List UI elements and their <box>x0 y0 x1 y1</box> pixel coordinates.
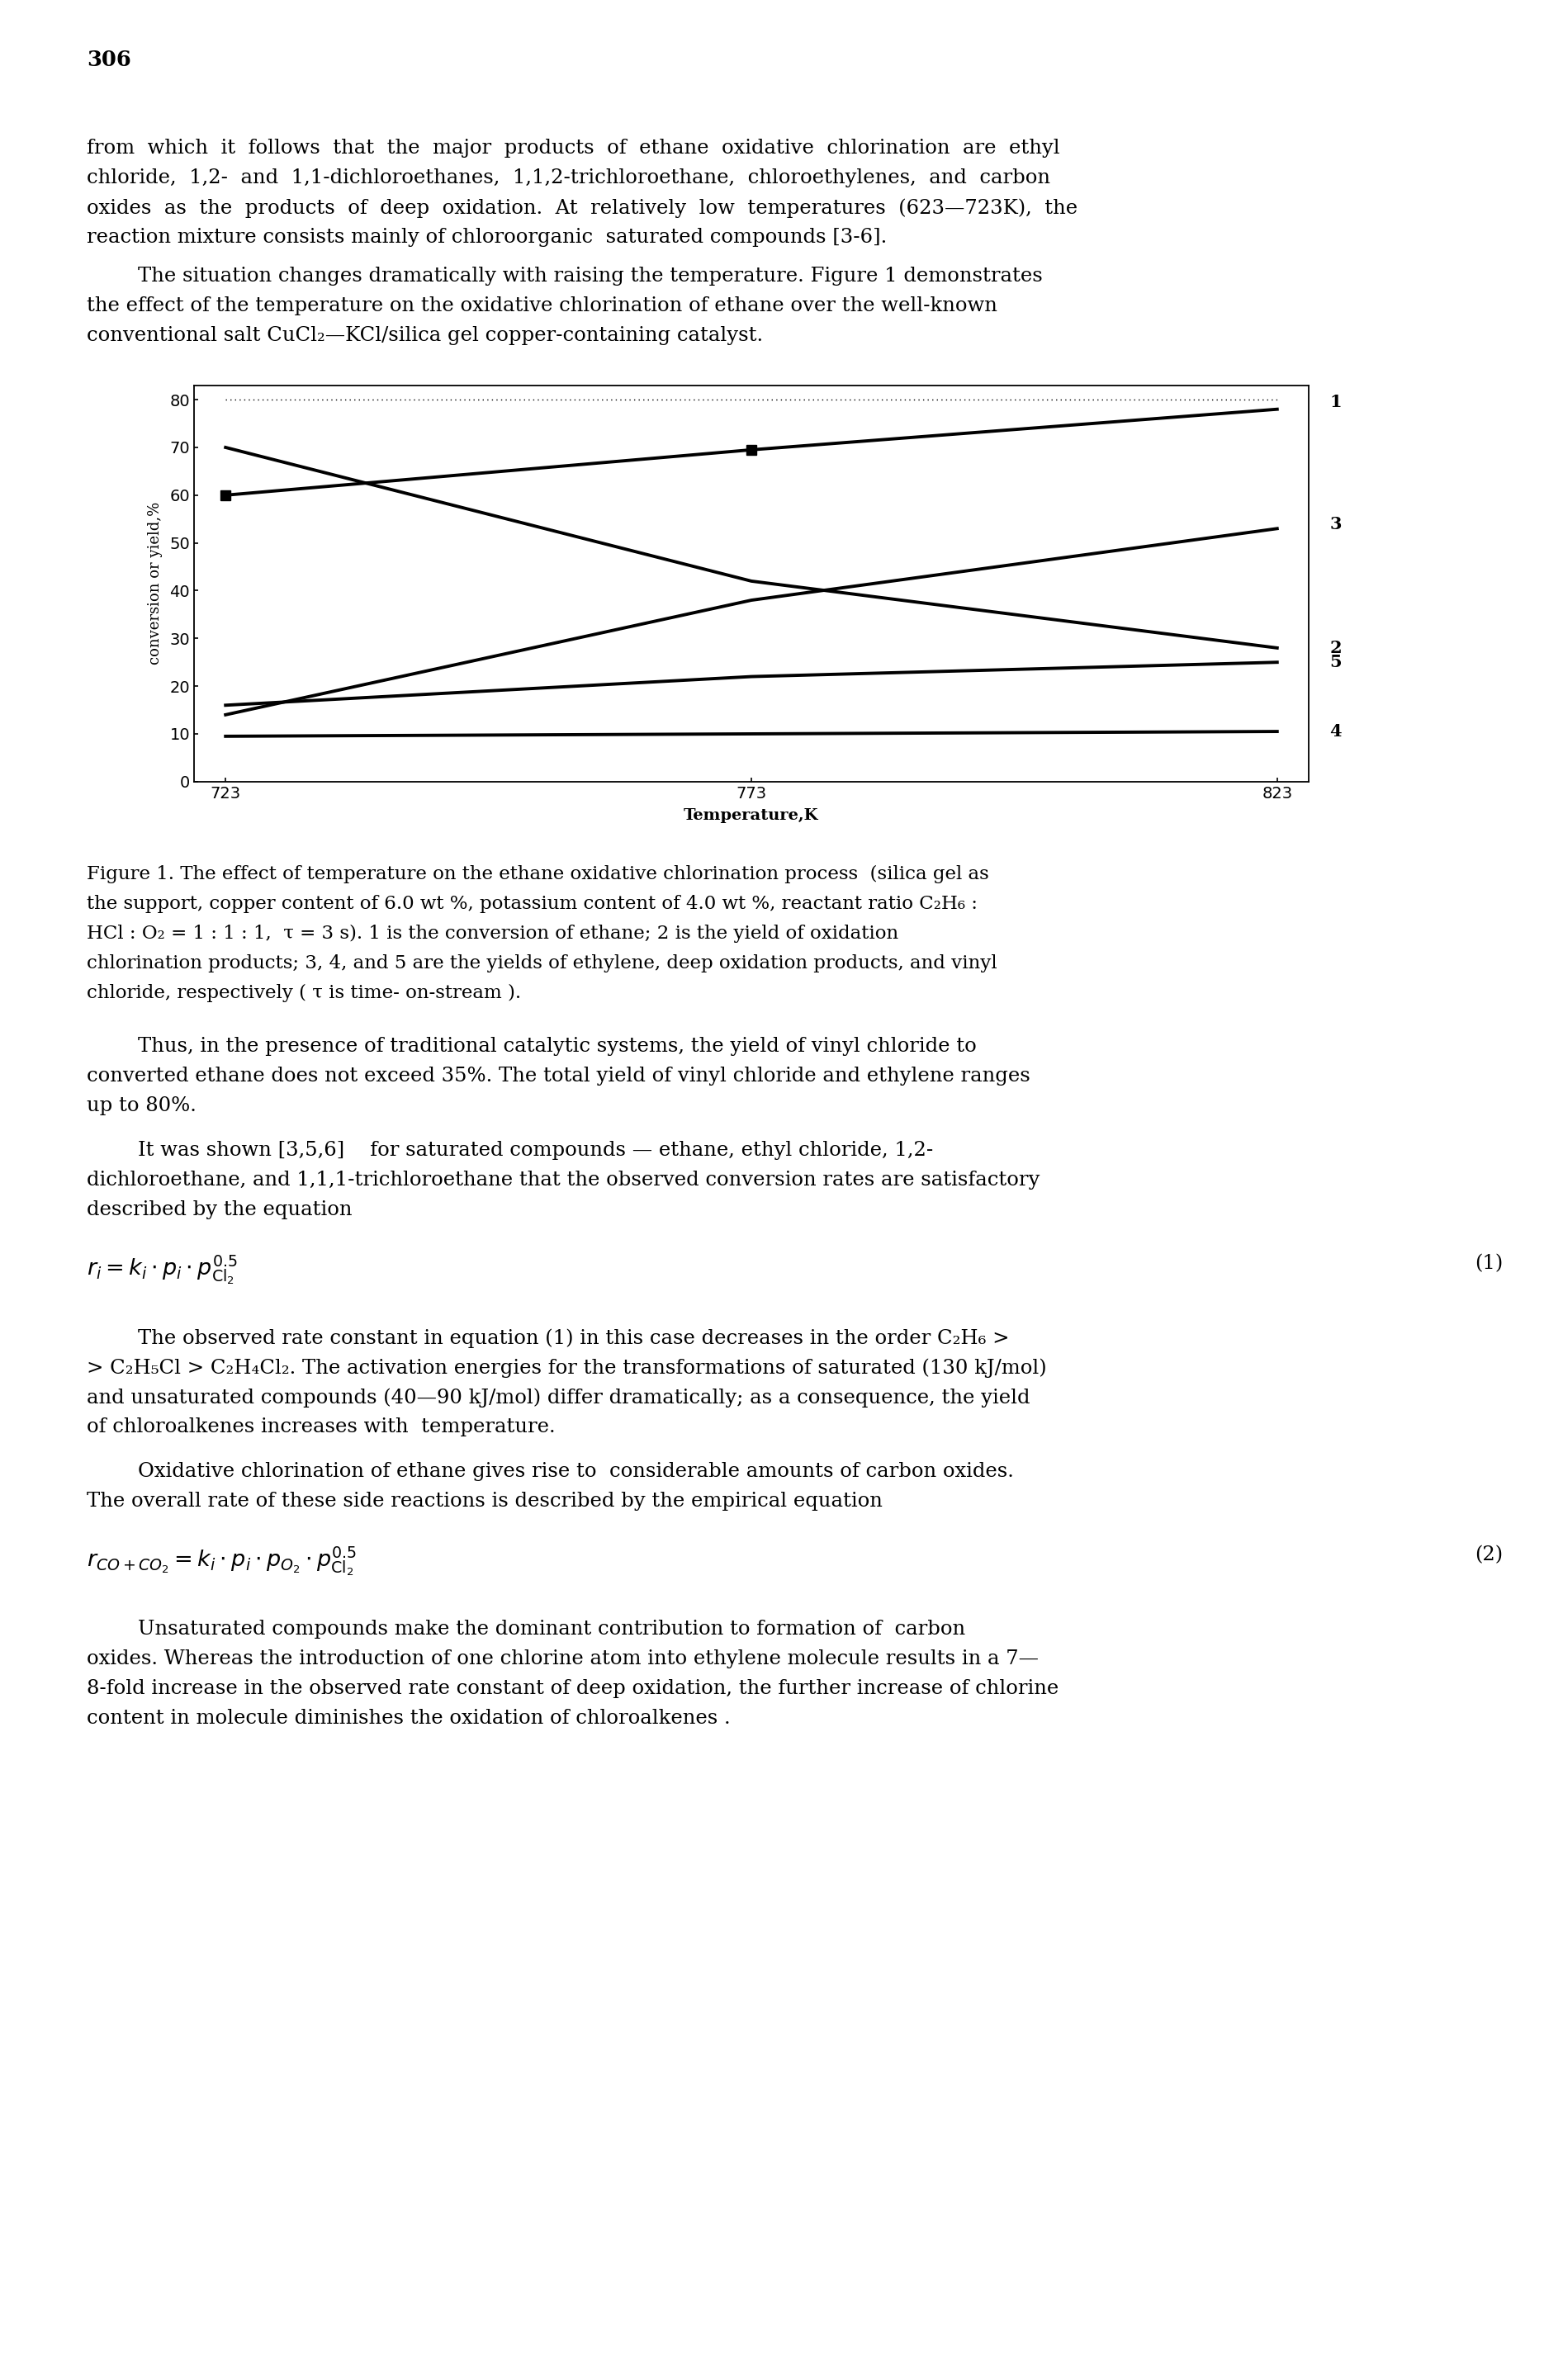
Text: The overall rate of these side reactions is described by the empirical equation: The overall rate of these side reactions… <box>86 1492 883 1511</box>
Text: converted ethane does not exceed 35%. The total yield of vinyl chloride and ethy: converted ethane does not exceed 35%. Th… <box>86 1066 1030 1085</box>
Text: (2): (2) <box>1474 1545 1502 1564</box>
Text: oxides. Whereas the introduction of one chlorine atom into ethylene molecule res: oxides. Whereas the introduction of one … <box>86 1649 1039 1668</box>
Text: dichloroethane, and 1,1,1-trichloroethane that the observed conversion rates are: dichloroethane, and 1,1,1-trichloroethan… <box>86 1171 1039 1190</box>
Text: chlorination products; 3, 4, and 5 are the yields of ethylene, deep oxidation pr: chlorination products; 3, 4, and 5 are t… <box>86 954 997 971</box>
Text: 8-fold increase in the observed rate constant of deep oxidation, the further inc: 8-fold increase in the observed rate con… <box>86 1680 1058 1697</box>
X-axis label: Temperature,K: Temperature,K <box>685 809 819 823</box>
Y-axis label: conversion or yield,%: conversion or yield,% <box>148 502 163 664</box>
Text: described by the equation: described by the equation <box>86 1200 352 1219</box>
Text: $r_i = k_i \cdot p_i \cdot p_{\mathrm{Cl}_2}^{0.5}$: $r_i = k_i \cdot p_i \cdot p_{\mathrm{Cl… <box>86 1254 238 1288</box>
Text: 2: 2 <box>1330 640 1341 657</box>
Text: 5: 5 <box>1330 654 1341 671</box>
Text: from  which  it  follows  that  the  major  products  of  ethane  oxidative  chl: from which it follows that the major pro… <box>86 138 1060 157</box>
Text: reaction mixture consists mainly of chloroorganic  saturated compounds [3-6].: reaction mixture consists mainly of chlo… <box>86 228 886 248</box>
Text: Figure 1. The effect of temperature on the ethane oxidative chlorination process: Figure 1. The effect of temperature on t… <box>86 864 989 883</box>
Text: oxides  as  the  products  of  deep  oxidation.  At  relatively  low  temperatur: oxides as the products of deep oxidation… <box>86 198 1077 217</box>
Text: $r_{CO + CO_2} = k_i \cdot p_i \cdot p_{O_2} \cdot p_{\mathrm{Cl}_2}^{0.5}$: $r_{CO + CO_2} = k_i \cdot p_i \cdot p_{… <box>86 1545 356 1578</box>
Text: Oxidative chlorination of ethane gives rise to  considerable amounts of carbon o: Oxidative chlorination of ethane gives r… <box>86 1461 1014 1480</box>
Text: the support, copper content of 6.0 wt %, potassium content of 4.0 wt %, reactant: the support, copper content of 6.0 wt %,… <box>86 895 977 912</box>
Text: up to 80%.: up to 80%. <box>86 1097 197 1116</box>
Text: 3: 3 <box>1330 516 1341 533</box>
Text: > C₂H₅Cl > C₂H₄Cl₂. The activation energies for the transformations of saturated: > C₂H₅Cl > C₂H₄Cl₂. The activation energ… <box>86 1359 1047 1378</box>
Text: content in molecule diminishes the oxidation of chloroalkenes .: content in molecule diminishes the oxida… <box>86 1709 730 1728</box>
Text: 4: 4 <box>1330 724 1341 740</box>
Text: Unsaturated compounds make the dominant contribution to formation of  carbon: Unsaturated compounds make the dominant … <box>86 1621 966 1640</box>
Text: It was shown [3,5,6]    for saturated compounds — ethane, ethyl chloride, 1,2-: It was shown [3,5,6] for saturated compo… <box>86 1142 933 1159</box>
Text: Thus, in the presence of traditional catalytic systems, the yield of vinyl chlor: Thus, in the presence of traditional cat… <box>86 1038 977 1057</box>
Text: 306: 306 <box>86 50 131 69</box>
Text: chloride, respectively ( τ is time- on-stream ).: chloride, respectively ( τ is time- on-s… <box>86 983 520 1002</box>
Text: 1: 1 <box>1330 393 1341 409</box>
Text: chloride,  1,2-  and  1,1-dichloroethanes,  1,1,2-trichloroethane,  chloroethyle: chloride, 1,2- and 1,1-dichloroethanes, … <box>86 169 1050 188</box>
Text: conventional salt CuCl₂—KCl/silica gel copper-containing catalyst.: conventional salt CuCl₂—KCl/silica gel c… <box>86 326 763 345</box>
Text: The situation changes dramatically with raising the temperature. Figure 1 demons: The situation changes dramatically with … <box>86 267 1043 286</box>
Text: of chloroalkenes increases with  temperature.: of chloroalkenes increases with temperat… <box>86 1418 555 1438</box>
Text: The observed rate constant in equation (1) in this case decreases in the order C: The observed rate constant in equation (… <box>86 1328 1010 1347</box>
Text: (1): (1) <box>1474 1254 1502 1273</box>
Text: HCl : O₂ = 1 : 1 : 1,  τ = 3 s). 1 is the conversion of ethane; 2 is the yield o: HCl : O₂ = 1 : 1 : 1, τ = 3 s). 1 is the… <box>86 923 899 942</box>
Text: and unsaturated compounds (40—90 kJ/mol) differ dramatically; as a consequence, : and unsaturated compounds (40—90 kJ/mol)… <box>86 1388 1030 1407</box>
Text: the effect of the temperature on the oxidative chlorination of ethane over the w: the effect of the temperature on the oxi… <box>86 295 997 314</box>
